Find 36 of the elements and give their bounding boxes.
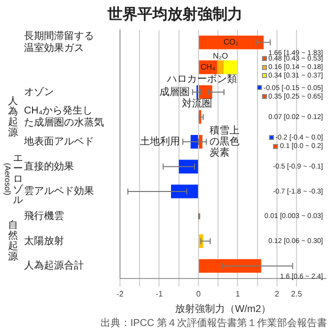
series-label: ハロカーボン類 (166, 72, 237, 85)
bar (217, 60, 224, 74)
x-tick-label: -2 (116, 289, 124, 298)
bar (198, 259, 262, 273)
y-tick-label: 直接的効果 (24, 160, 74, 172)
x-tick-label: 0 (196, 289, 202, 298)
bar (198, 36, 264, 50)
series-label: 対流圏 (182, 98, 212, 110)
series-label: 積雪上の黒色炭素 (209, 124, 240, 159)
series-label: CO₂ (223, 38, 239, 47)
series-label: 土地利用 (140, 136, 180, 148)
y-tick-label: 長期間滞留する温室効果ガス (24, 30, 94, 54)
series-label: CH₄ (200, 62, 216, 72)
source-note: 出典：IPCC 第４次評価報告書第１作業部会報告書 (100, 316, 327, 329)
bar (171, 184, 198, 198)
y-tick-label: オゾン (24, 86, 54, 98)
x-axis-title: 放射強制力（W/m2） (174, 302, 272, 315)
bar (224, 60, 237, 74)
y-tick-label: 人為起源合計 (24, 260, 84, 272)
bar (190, 134, 198, 149)
text: 自然起源 (8, 219, 18, 263)
bar (178, 160, 198, 174)
x-tick-label: 2.5 (291, 289, 303, 298)
x-tick-label: 1 (235, 289, 240, 298)
y-tick-label: 太陽放射 (24, 234, 64, 247)
y-tick-label: 地表面アルベド (23, 136, 94, 148)
chart-title: 世界平均放射強制力 (106, 6, 242, 24)
text: 人為起源 (8, 96, 18, 138)
x-tick-label: 2 (274, 289, 280, 298)
series-label: N₂O (212, 52, 228, 61)
bar (198, 134, 202, 149)
y-tick-label: 飛行機雲 (24, 210, 64, 222)
x-tick-label: -1 (156, 289, 164, 298)
y-tick-label: 雲アルベド効果 (24, 185, 94, 198)
y-tick-label: CH₄から発生した成層圏の水蒸気 (24, 104, 104, 129)
series-label: 成層圏 (160, 86, 190, 98)
